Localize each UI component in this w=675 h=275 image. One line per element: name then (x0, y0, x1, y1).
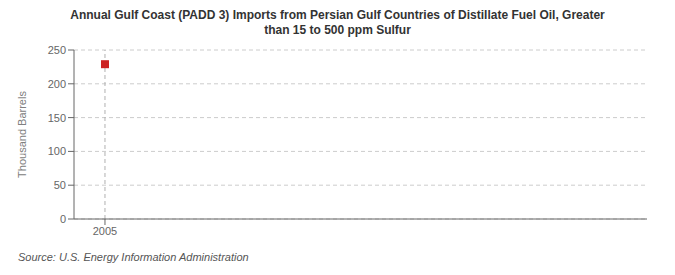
svg-text:Thousand Barrels: Thousand Barrels (16, 91, 28, 178)
svg-text:50: 50 (54, 179, 66, 191)
svg-text:150: 150 (48, 112, 66, 124)
html-text:Source: U.S. Energy Informatio: Source: U.S. Energy Information Administ… (18, 251, 249, 263)
html-text:Annual Gulf Coast (PADD 3) Imp: Annual Gulf Coast (PADD 3) Imports from … (70, 8, 605, 37)
svg-text:2005: 2005 (93, 225, 117, 237)
svg-text:250: 250 (48, 44, 66, 56)
svg-text:0: 0 (60, 213, 66, 225)
svg-text:200: 200 (48, 78, 66, 90)
svg-text:100: 100 (48, 145, 66, 157)
